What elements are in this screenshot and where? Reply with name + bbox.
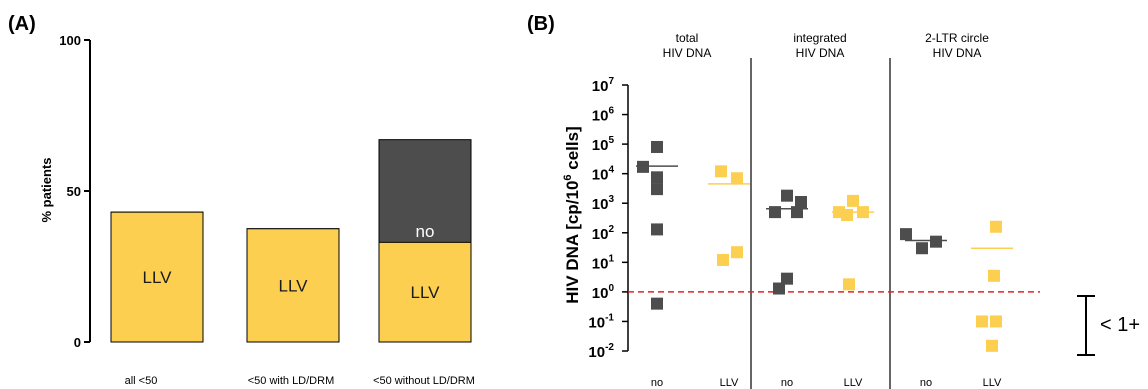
data-point-no: [651, 183, 663, 196]
data-point-no: [651, 297, 663, 310]
y-tick-label-100: 100: [59, 33, 81, 48]
data-point-llv: [731, 246, 743, 259]
y-tick-label: 105: [592, 135, 615, 154]
stacked-bars: noeventsblipsLLVnoeventsblipsLLVnoevents…: [110, 139, 472, 343]
group-title: HIV DNA: [663, 46, 712, 60]
segment-label-noevents: no: [416, 222, 435, 241]
data-point-llv: [715, 165, 727, 178]
data-point-llv: [843, 278, 855, 291]
y-tick-label-50: 50: [67, 184, 81, 199]
panel-b-y-axis-label: HIV DNA [cp/106 cells]: [562, 126, 582, 303]
group-title: 2-LTR circle: [925, 31, 989, 45]
y-tick-label-0: 0: [74, 335, 81, 350]
data-point-no: [781, 189, 793, 202]
data-point-no: [900, 228, 912, 241]
data-point-llv: [717, 253, 729, 266]
panel-b: (B) HIV DNA [cp/106 cells] 1071061051041…: [527, 13, 1140, 389]
data-point-no: [916, 242, 928, 255]
bracket-label: < 1+: [1100, 314, 1140, 336]
panel-a: (A) % patients noeventsblipsLLVnoeventsb…: [8, 13, 475, 387]
panel-a-label: (A): [8, 13, 36, 35]
below-limit-bracket: < 1+: [1077, 295, 1140, 356]
x-tick-label: LLV: [720, 377, 739, 389]
data-point-llv: [990, 220, 1002, 233]
data-point-llv: [841, 208, 853, 221]
x-tick-label: no: [920, 377, 932, 389]
y-tick-label: 10-2: [588, 342, 614, 361]
data-point-llv: [990, 315, 1002, 328]
data-point-no: [773, 282, 785, 295]
data-point-llv: [731, 172, 743, 185]
segment-label-llv: LLV: [411, 283, 441, 302]
group-title: HIV DNA: [796, 46, 845, 60]
x-tick-label: no: [781, 377, 793, 389]
y-tick-label: 104: [592, 165, 615, 184]
segment-label-llv: LLV: [279, 276, 309, 295]
x-tick-label: LLV: [983, 377, 1002, 389]
data-point-llv: [988, 269, 1000, 282]
data-point-no: [651, 223, 663, 236]
panel-a-y-axis-label: % patients: [39, 157, 54, 222]
x-label-all: all <50: [125, 375, 158, 387]
y-tick-label: 101: [592, 253, 615, 272]
y-tick-label: 100: [592, 283, 615, 302]
bar-segment-llv: [110, 211, 204, 343]
data-point-llv: [847, 194, 859, 207]
panel-b-label: (B): [527, 13, 555, 35]
y-tick-label: 10-1: [588, 312, 614, 331]
y-tick-label: 107: [592, 76, 615, 95]
group-title: integrated: [793, 31, 846, 45]
data-point-no: [781, 272, 793, 285]
data-point-no: [930, 235, 942, 248]
data-point-llv: [986, 339, 998, 352]
y-tick-label: 106: [592, 106, 615, 125]
segment-label-llv: LLV: [143, 268, 173, 287]
x-tick-label: no: [651, 377, 663, 389]
y-tick-label: 102: [592, 224, 615, 243]
x-label-with-ld-drm: <50 with LD/DRM: [248, 375, 335, 387]
data-point-no: [769, 206, 781, 219]
data-point-llv: [976, 315, 988, 328]
data-point-no: [651, 171, 663, 184]
y-tick-label: 103: [592, 194, 615, 213]
group-title: total: [676, 31, 699, 45]
x-label-without-ld-drm: <50 without LD/DRM: [373, 375, 475, 387]
data-point-no: [795, 195, 807, 208]
data-point-no: [651, 140, 663, 153]
panel-b-y-ticks: 107 106 105 104 103 102 101 100 10-1 10-2: [588, 76, 628, 361]
bar-segment-llv: [378, 241, 472, 343]
group-title: HIV DNA: [933, 46, 982, 60]
x-tick-label: LLV: [844, 377, 863, 389]
bar-segment-llv: [246, 228, 340, 343]
